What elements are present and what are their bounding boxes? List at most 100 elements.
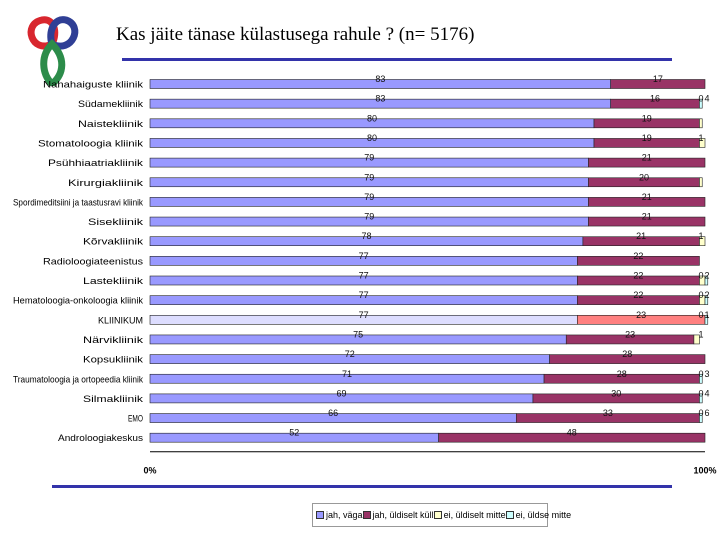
value-label-traumatoloogia-ja-ortopeedia-kliinik-ei-uldse-mitte: 3 (704, 369, 709, 379)
value-label-silmakliinik-jah-uldiselt-kull: 30 (611, 388, 621, 398)
category-label-silmakliinik: Silmakliinik (83, 394, 143, 405)
bar-sudamekliinik-ei-uldse-mitte (699, 98, 703, 109)
bars-layer (149, 79, 709, 443)
value-label-kliinikum-ei-uldse-mitte: 1 (704, 310, 709, 320)
bar-radioloogiateenistus-jah-uldiselt-kull (577, 256, 700, 266)
value-label-stomatoloogia-kliinik-ei-uldiselt-mitte: 1 (698, 133, 703, 143)
category-label-kopsukliinik: Kopsukliinik (83, 355, 143, 366)
value-label-nahahaiguste-kliinik-jah-uldiselt-kull: 17 (653, 74, 663, 84)
category-label-korvakliinik: Kõrvakliinik (83, 237, 143, 248)
bar-sisekliinik-jah-uldiselt-kull (588, 216, 706, 227)
category-label-sudamekliinik: Südamekliinik (78, 99, 143, 110)
value-label-sudamekliinik-jah-uldiselt-kull: 16 (650, 94, 660, 104)
legend-swatch-jah-uldiselt-kull (362, 511, 371, 519)
value-label-naistekliinik-jah-uldiselt-kull: 19 (642, 113, 652, 123)
value-label-spordimeditsiini-ja-taastusravi-kliinik-jah-uldiselt-kull: 21 (642, 192, 652, 202)
legend-swatch-ei-uldiselt-mitte (433, 511, 442, 519)
bar-emo-ei-uldse-mitte (699, 413, 703, 423)
bar-stomatoloogia-kliinik-ei-uldiselt-mitte (699, 138, 706, 148)
value-label-naistekliinik-jah-vaga: 80 (367, 113, 377, 123)
legend-label-jah-vaga: jah, väga (326, 510, 363, 520)
value-label-radioloogiateenistus-jah-uldiselt-kull: 22 (633, 251, 643, 261)
category-label-nahahaiguste-kliinik: Nahahaiguste kliinik (43, 80, 143, 91)
value-label-kopsukliinik-jah-uldiselt-kull: 28 (622, 349, 632, 359)
value-label-hematoloogia-onkoloogia-kliinik-jah-vaga: 77 (359, 290, 369, 300)
value-label-hematoloogia-onkoloogia-kliinik-ei-uldse-mitte: 2 (704, 290, 709, 300)
category-label-hematoloogia-onkoloogia-kliinik: Hematoloogia-onkoloogia kliinik (13, 296, 143, 307)
category-label-stomatoloogia-kliinik: Stomatoloogia kliinik (38, 138, 143, 149)
category-label-androloogiakeskus: Androloogiakeskus (58, 433, 143, 444)
bar-naistekliinik-ei-uldiselt-mitte (699, 118, 703, 129)
value-label-emo-jah-vaga: 66 (328, 408, 338, 418)
bar-lastekliinik-ei-uldse-mitte (704, 275, 709, 286)
value-label-nahahaiguste-kliinik-jah-vaga: 83 (375, 74, 385, 84)
value-label-korvakliinik-jah-vaga: 78 (361, 231, 371, 241)
legend: jah, väga jah, üldiselt küll ei, üldisel… (312, 503, 571, 527)
value-label-lastekliinik-ei-uldiselt-mitte: 0 (698, 271, 703, 281)
value-label-kliinikum-jah-vaga: 77 (359, 310, 369, 320)
value-label-narvikliinik-jah-uldiselt-kull: 23 (625, 329, 635, 339)
value-label-androloogiakeskus-jah-vaga: 52 (289, 428, 299, 438)
value-label-korvakliinik-ei-uldiselt-mitte: 1 (698, 231, 703, 241)
value-label-silmakliinik-ei-uldiselt-mitte: 0 (698, 388, 703, 398)
category-label-psuhhiaatriakliinik: Psühhiaatriakliinik (48, 158, 143, 169)
value-label-silmakliinik-ei-uldse-mitte: 4 (704, 388, 709, 398)
value-label-lastekliinik-jah-uldiselt-kull: 22 (633, 271, 643, 281)
value-label-lastekliinik-jah-vaga: 77 (359, 271, 369, 281)
footer-rule (52, 485, 672, 488)
value-label-traumatoloogia-ja-ortopeedia-kliinik-jah-uldiselt-kull: 28 (617, 369, 627, 379)
value-label-kirurgiakliinik-jah-vaga: 79 (364, 172, 374, 182)
bar-androloogiakeskus-jah-uldiselt-kull (438, 432, 706, 443)
bar-narvikliinik-ei-uldiselt-mitte (693, 334, 700, 345)
value-label-narvikliinik-jah-vaga: 75 (353, 329, 363, 339)
legend-label-ei-uldse-mitte: ei, üldse mitte (515, 510, 572, 520)
category-label-traumatoloogia-ja-ortopeedia-kliinik: Traumatoloogia ja ortopeedia kliinik (13, 374, 143, 385)
value-label-stomatoloogia-kliinik-jah-vaga: 80 (367, 133, 377, 143)
value-label-psuhhiaatriakliinik-jah-vaga: 79 (364, 153, 374, 163)
value-label-sisekliinik-jah-uldiselt-kull: 21 (642, 212, 652, 222)
value-label-radioloogiateenistus-jah-vaga: 77 (359, 251, 369, 261)
value-label-kopsukliinik-jah-vaga: 72 (345, 349, 355, 359)
value-label-hematoloogia-onkoloogia-kliinik-ei-uldiselt-mitte: 0 (698, 290, 703, 300)
category-label-lastekliinik: Lastekliinik (83, 276, 143, 287)
legend-item-ei-uldiselt-mitte: ei, üldiselt mitte (433, 510, 506, 520)
category-label-radioloogiateenistus: Radioloogiateenistus (43, 256, 143, 267)
category-label-emo: EMO (128, 414, 143, 425)
bar-nahahaiguste-kliinik-jah-uldiselt-kull (610, 79, 706, 89)
category-label-sisekliinik: Sisekliinik (88, 217, 143, 228)
value-label-sudamekliinik-jah-vaga: 83 (375, 94, 385, 104)
bar-hematoloogia-onkoloogia-kliinik-ei-uldse-mitte (704, 295, 709, 305)
value-label-sudamekliinik-ei-uldiselt-mitte: 0 (698, 94, 703, 104)
value-label-stomatoloogia-kliinik-jah-uldiselt-kull: 19 (642, 133, 652, 143)
value-label-psuhhiaatriakliinik-jah-uldiselt-kull: 21 (642, 153, 652, 163)
value-label-emo-jah-uldiselt-kull: 33 (603, 408, 613, 418)
category-label-kirurgiakliinik: Kirurgiakliinik (68, 178, 143, 189)
value-label-kliinikum-ei-uldiselt-mitte: 0 (698, 310, 703, 320)
value-label-kirurgiakliinik-jah-uldiselt-kull: 20 (639, 172, 649, 182)
category-label-narvikliinik: Närvikliinik (83, 335, 143, 346)
value-label-traumatoloogia-ja-ortopeedia-kliinik-ei-uldiselt-mitte: 0 (698, 369, 703, 379)
value-label-narvikliinik-ei-uldiselt-mitte: 1 (698, 329, 703, 339)
value-label-korvakliinik-jah-uldiselt-kull: 21 (636, 231, 646, 241)
legend-item-jah-vaga: jah, väga (316, 510, 363, 520)
value-label-traumatoloogia-ja-ortopeedia-kliinik-jah-vaga: 71 (342, 369, 352, 379)
legend-swatch-ei-uldse-mitte (505, 511, 514, 519)
bar-spordimeditsiini-ja-taastusravi-kliinik-jah-uldiselt-kull (588, 197, 706, 207)
value-label-androloogiakeskus-jah-uldiselt-kull: 48 (567, 428, 577, 438)
bar-kirurgiakliinik-ei-uldiselt-mitte (699, 177, 703, 188)
value-label-sudamekliinik-ei-uldse-mitte: 4 (704, 94, 709, 104)
value-label-hematoloogia-onkoloogia-kliinik-jah-uldiselt-kull: 22 (633, 290, 643, 300)
x-axis: 0% 100% (143, 451, 717, 476)
value-label-sisekliinik-jah-vaga: 79 (364, 212, 374, 222)
category-label-kliinikum: KLIINIKUM (98, 315, 143, 326)
bar-kopsukliinik-jah-uldiselt-kull (549, 354, 706, 364)
bar-kliinikum-ei-uldse-mitte (704, 314, 709, 325)
bar-psuhhiaatriakliinik-jah-uldiselt-kull (588, 157, 706, 168)
bar-silmakliinik-ei-uldse-mitte (699, 393, 703, 404)
value-label-lastekliinik-ei-uldse-mitte: 2 (704, 271, 709, 281)
hospital-ribbon-logo-icon (27, 16, 79, 86)
legend-item-ei-uldse-mitte: ei, üldse mitte (505, 510, 572, 520)
legend-swatch-jah-vaga (316, 511, 324, 519)
value-label-emo-ei-uldse-mitte: 6 (704, 408, 709, 418)
